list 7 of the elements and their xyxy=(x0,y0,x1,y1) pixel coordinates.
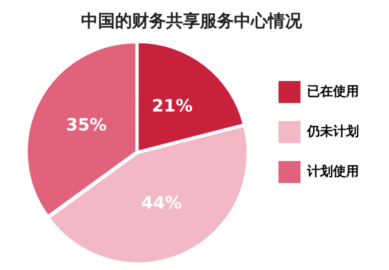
legend-label: 仍未计划 xyxy=(306,124,359,140)
data-label: 44% xyxy=(141,193,182,214)
chart-title: 中国的财务共享服务中心情况 xyxy=(81,12,303,32)
data-label: 35% xyxy=(66,116,107,136)
data-label: 21% xyxy=(152,96,193,116)
legend-label: 已在使用 xyxy=(307,84,359,100)
legend-label: 计划使用 xyxy=(306,164,359,180)
